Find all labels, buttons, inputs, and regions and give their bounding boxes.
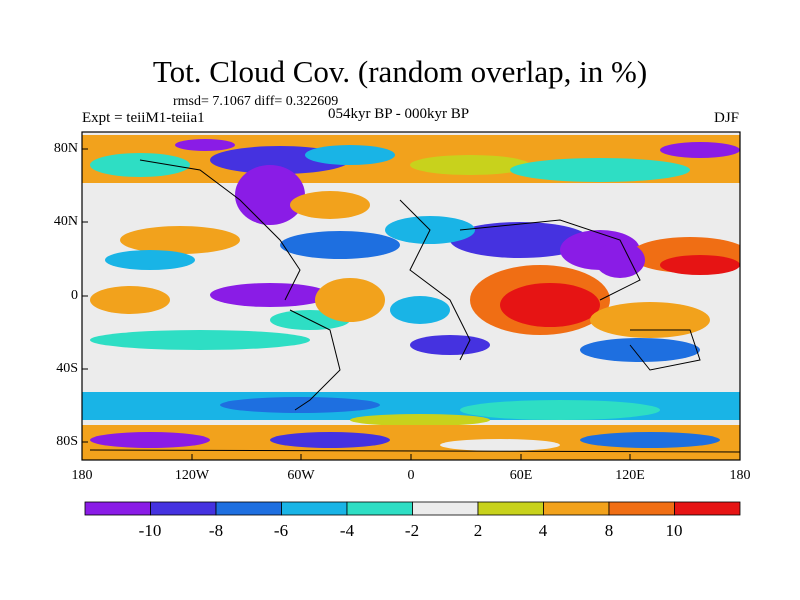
cloud-anomaly-field [82,132,740,460]
colorbar-label: -8 [208,521,224,540]
experiment-label: Expt = teiiM1-teiia1 [82,110,205,126]
colorbar-swatch [150,501,217,516]
colorbar-swatch [215,501,282,516]
colorbar-swatch [608,501,675,516]
colorbar-swatch [84,501,151,516]
lon-tick-label: 180 [729,468,751,483]
colorbar-swatch [346,501,413,516]
lon-tick-label: 60E [509,468,533,483]
stats-label: rmsd= 7.1067 diff= 0.322609 [173,94,339,109]
lat-tick-label: 40S [56,361,78,376]
map-title: Tot. Cloud Cov. (random overlap, in %) [152,54,648,89]
lon-tick-label: 60W [287,468,315,483]
lon-tick-label: 0 [407,468,415,483]
colorbar-label: 8 [604,521,614,540]
lat-tick-label: 80N [53,141,78,156]
colorbar-swatch [543,501,610,516]
colorbar-swatch [674,501,741,516]
lon-tick-label: 120W [174,468,210,483]
colorbar-label: 10 [665,521,683,540]
colorbar-label: 2 [473,521,483,540]
lat-tick-label: 0 [71,288,78,303]
colorbar-swatch [477,501,544,516]
colorbar-label: -4 [339,521,355,540]
season-label: DJF [713,110,739,126]
lon-tick-label: 120E [615,468,645,483]
colorbar [84,501,741,516]
colorbar-label: 4 [538,521,548,540]
lon-tick-label: 180 [71,468,93,483]
lat-tick-label: 40N [53,214,78,229]
colorbar-label: -2 [404,521,420,540]
colorbar-label: -10 [138,521,162,540]
colorbar-swatch [412,501,479,516]
axis-ticks [81,148,741,460]
period-label: 054kyr BP - 000kyr BP [328,106,470,122]
lat-tick-label: 80S [56,434,78,449]
colorbar-swatch [281,501,348,516]
colorbar-label: -6 [273,521,289,540]
